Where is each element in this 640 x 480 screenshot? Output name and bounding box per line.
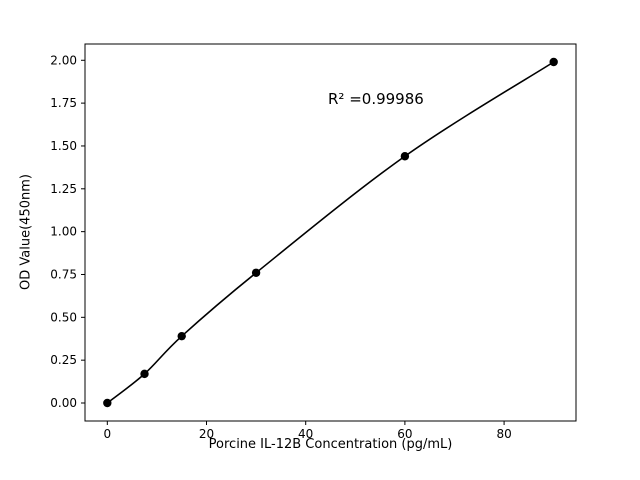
y-tick-label: 0.25 [50, 353, 77, 367]
x-tick-label: 40 [298, 427, 313, 441]
y-tick-label: 1.50 [50, 139, 77, 153]
r-squared-annotation: R² =0.99986 [328, 90, 424, 108]
plot-border [84, 43, 577, 422]
y-tick-label: 1.25 [50, 182, 77, 196]
fit-curve [106, 61, 555, 404]
x-tick-label: 20 [199, 427, 214, 441]
data-point-marker [140, 369, 149, 379]
y-tick-label: 0.75 [50, 267, 77, 281]
y-tick-label: 0.00 [50, 396, 77, 410]
data-point-marker [103, 398, 112, 408]
y-tick-label: 0.50 [50, 310, 77, 324]
x-tick-label: 80 [496, 427, 511, 441]
data-point-marker [177, 331, 186, 341]
x-tick-label: 0 [103, 427, 111, 441]
x-tick-label: 60 [397, 427, 412, 441]
x-axis-label: Porcine IL-12B Concentration (pg/mL) [208, 437, 453, 452]
data-point-marker [549, 57, 558, 67]
data-point-marker [251, 268, 261, 277]
data-point-marker [400, 152, 410, 161]
y-tick-label: 2.00 [50, 53, 77, 67]
y-tick-label: 1.75 [50, 96, 77, 110]
y-tick-label: 1.00 [50, 225, 77, 239]
y-axis-label: OD Value(450nm) [18, 174, 34, 290]
